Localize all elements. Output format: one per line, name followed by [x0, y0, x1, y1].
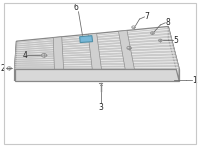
Polygon shape	[15, 55, 176, 61]
Polygon shape	[16, 28, 169, 44]
Text: 7: 7	[144, 12, 149, 21]
Polygon shape	[15, 61, 178, 65]
Text: 8: 8	[165, 18, 170, 27]
Text: 3: 3	[98, 103, 103, 112]
Polygon shape	[53, 37, 64, 69]
Polygon shape	[15, 26, 179, 69]
Polygon shape	[15, 49, 175, 57]
Polygon shape	[15, 69, 179, 81]
Polygon shape	[15, 52, 175, 59]
Polygon shape	[88, 33, 101, 69]
Text: 1: 1	[192, 76, 197, 85]
Text: 6: 6	[74, 3, 78, 12]
Polygon shape	[15, 58, 177, 63]
Polygon shape	[15, 64, 178, 67]
Polygon shape	[168, 26, 179, 81]
Polygon shape	[15, 41, 17, 81]
Text: 5: 5	[173, 36, 178, 45]
Polygon shape	[16, 34, 171, 48]
Polygon shape	[16, 40, 172, 51]
Polygon shape	[16, 46, 174, 55]
Polygon shape	[16, 43, 173, 53]
Polygon shape	[16, 31, 170, 46]
Polygon shape	[118, 30, 134, 69]
Polygon shape	[16, 37, 172, 50]
Polygon shape	[80, 36, 93, 42]
Text: 2: 2	[1, 64, 6, 73]
Polygon shape	[15, 67, 179, 69]
Text: 4: 4	[23, 51, 27, 60]
